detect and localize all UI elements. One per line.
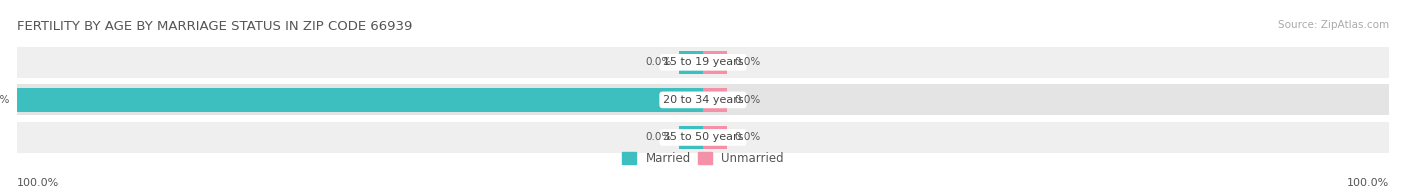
Text: 15 to 19 years: 15 to 19 years [662, 57, 744, 67]
Bar [703, 88, 727, 112]
Bar [17, 47, 1389, 78]
Text: 0.0%: 0.0% [734, 95, 761, 105]
Text: 0.0%: 0.0% [734, 132, 761, 142]
Text: 0.0%: 0.0% [645, 132, 672, 142]
Legend: Married, Unmarried: Married, Unmarried [621, 152, 785, 165]
Text: 0.0%: 0.0% [734, 57, 761, 67]
Text: Source: ZipAtlas.com: Source: ZipAtlas.com [1278, 20, 1389, 30]
Text: 100.0%: 100.0% [17, 178, 59, 188]
Text: 100.0%: 100.0% [0, 95, 10, 105]
Text: FERTILITY BY AGE BY MARRIAGE STATUS IN ZIP CODE 66939: FERTILITY BY AGE BY MARRIAGE STATUS IN Z… [17, 20, 412, 33]
Text: 0.0%: 0.0% [645, 57, 672, 67]
Bar [703, 126, 727, 149]
Bar [17, 84, 1389, 115]
Bar [679, 51, 703, 74]
Bar [703, 51, 727, 74]
Bar [17, 122, 1389, 153]
Text: 100.0%: 100.0% [1347, 178, 1389, 188]
Text: 35 to 50 years: 35 to 50 years [662, 132, 744, 142]
Bar [17, 88, 703, 112]
Bar [679, 126, 703, 149]
Text: 20 to 34 years: 20 to 34 years [662, 95, 744, 105]
